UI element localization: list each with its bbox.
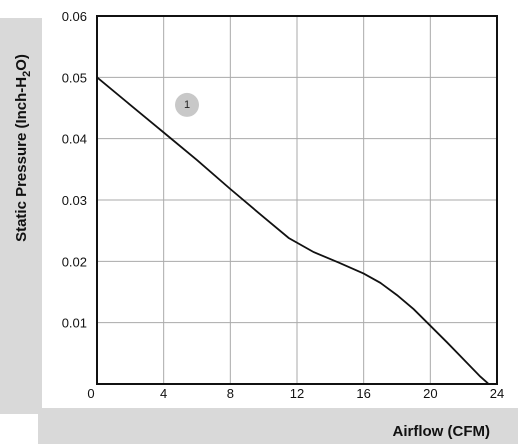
x-axis-title: Airflow (CFM): [393, 423, 490, 440]
plot-frame: [96, 15, 498, 385]
y-tick-label: 0.06: [62, 9, 87, 24]
x-tick-label: 24: [490, 386, 504, 401]
y-tick-labels: 0.01 0.02 0.03 0.04 0.05 0.06: [62, 9, 87, 331]
x-tick-label: 12: [290, 386, 304, 401]
ylabel-panel: [0, 18, 42, 414]
curve-marker: 1: [175, 92, 199, 117]
pressure-curve: [96, 76, 490, 385]
y-axis-title-main: Static Pressure (Inch-H: [13, 77, 30, 242]
x-tick-labels: 0 4 8 12 16 20 24: [87, 386, 504, 401]
y-tick-label: 0.03: [62, 193, 87, 208]
y-tick-label: 0.05: [62, 70, 87, 85]
xlabel-panel: [38, 408, 518, 444]
x-tick-label: 8: [227, 386, 234, 401]
y-tick-label: 0.04: [62, 132, 87, 147]
y-axis-title-end: O): [13, 54, 30, 71]
curve-marker-badge: [175, 92, 199, 117]
y-tick-label: 0.01: [62, 316, 87, 331]
grid-lines: [97, 16, 497, 384]
curve-marker-label: 1: [184, 99, 190, 111]
x-tick-label: 16: [356, 386, 370, 401]
x-tick-label: 0: [87, 386, 94, 401]
y-tick-label: 0.02: [62, 254, 87, 269]
y-axis-title: Static Pressure (Inch-H2O): [13, 54, 33, 242]
x-tick-label: 4: [160, 386, 167, 401]
x-tick-label: 20: [423, 386, 437, 401]
y-axis-title-subscript: 2: [21, 71, 33, 77]
